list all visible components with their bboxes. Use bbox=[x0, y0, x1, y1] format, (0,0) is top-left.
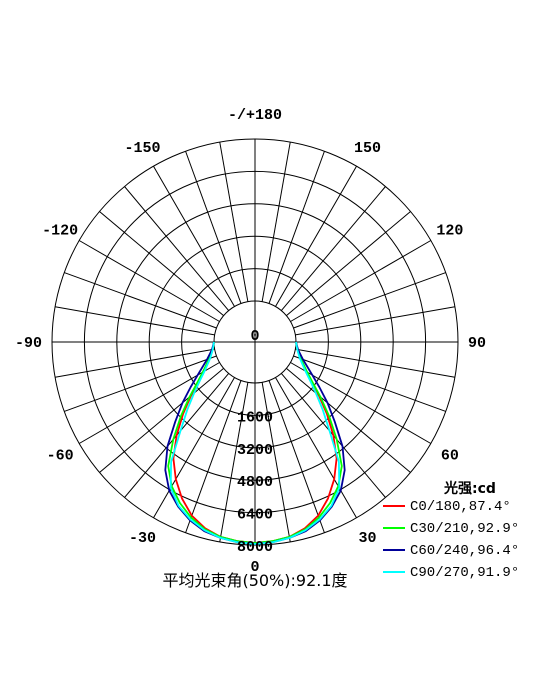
angle-tick-label: -60 bbox=[47, 448, 74, 465]
axis-labels: -/+180 150 -150 120 -120 90 -90 60 -60 30 -30 0 0 160… bbox=[15, 107, 486, 576]
angle-tick-label: 150 bbox=[354, 140, 381, 157]
legend: 光强:cd C0/180,87.4° C30/210,92.9° C60/240,9… bbox=[383, 480, 519, 581]
intensity-curve bbox=[167, 341, 343, 544]
angle-tick-label: 0 bbox=[250, 559, 259, 576]
grid-spoke bbox=[295, 348, 456, 378]
grid-spoke bbox=[99, 211, 224, 317]
angle-tick-label: -150 bbox=[124, 140, 160, 157]
grid-spoke bbox=[153, 377, 235, 519]
grid-spoke bbox=[219, 141, 249, 302]
grid-spoke bbox=[268, 380, 325, 533]
grid-spoke bbox=[78, 240, 220, 322]
angle-tick-label: -90 bbox=[15, 335, 42, 352]
grid-spoke bbox=[268, 151, 325, 304]
angle-tick-label: 90 bbox=[468, 335, 486, 352]
average-beam-angle-text: 平均光束角(50%):92.1度 bbox=[162, 571, 347, 590]
grid-spoke bbox=[275, 165, 357, 307]
grid-spoke bbox=[219, 382, 249, 543]
grid-spoke bbox=[286, 211, 411, 317]
radial-tick-label: 8000 bbox=[237, 539, 273, 556]
radial-tick-label: 3200 bbox=[237, 442, 273, 459]
angle-tick-label: 30 bbox=[358, 530, 376, 547]
angle-tick-label: -/+180 bbox=[228, 107, 282, 124]
grid-spoke bbox=[54, 306, 215, 336]
angle-tick-label: 60 bbox=[441, 448, 459, 465]
grid-spoke bbox=[295, 306, 456, 336]
grid-spoke bbox=[293, 272, 446, 329]
grid-spoke bbox=[54, 348, 215, 378]
grid-spoke bbox=[64, 355, 217, 412]
angle-tick-label: -120 bbox=[42, 223, 78, 240]
grid-spoke bbox=[286, 367, 411, 473]
grid-spoke bbox=[185, 151, 242, 304]
grid-spoke bbox=[153, 165, 235, 307]
angle-tick-label: 120 bbox=[436, 223, 463, 240]
legend-entry-label: C30/210,92.9° bbox=[410, 521, 519, 537]
angle-tick-label: -30 bbox=[129, 530, 156, 547]
legend-title: 光强:cd bbox=[443, 480, 496, 497]
legend-entry-label: C90/270,91.9° bbox=[410, 565, 519, 581]
radial-tick-label: 1600 bbox=[237, 409, 273, 426]
grid-spoke bbox=[64, 272, 217, 329]
legend-entry-label: C0/180,87.4° bbox=[410, 499, 511, 515]
legend-entry-label: C60/240,96.4° bbox=[410, 543, 519, 559]
grid-spoke bbox=[293, 355, 446, 412]
grid-spoke bbox=[275, 377, 357, 519]
grid-spoke bbox=[261, 382, 291, 543]
grid-spoke bbox=[280, 186, 386, 311]
grid-spoke bbox=[290, 240, 432, 322]
intensity-curves bbox=[164, 341, 346, 545]
intensity-curve bbox=[169, 341, 341, 545]
radial-tick-label: 0 bbox=[250, 328, 259, 345]
grid-spoke bbox=[261, 141, 291, 302]
legend-items: C0/180,87.4° C30/210,92.9° C60/240,96.4° C9… bbox=[383, 499, 519, 581]
radial-tick-label: 6400 bbox=[237, 507, 273, 524]
grid-spoke bbox=[185, 380, 242, 533]
grid-spoke bbox=[99, 367, 224, 473]
radial-tick-label: 4800 bbox=[237, 474, 273, 491]
grid-spoke bbox=[124, 186, 230, 311]
